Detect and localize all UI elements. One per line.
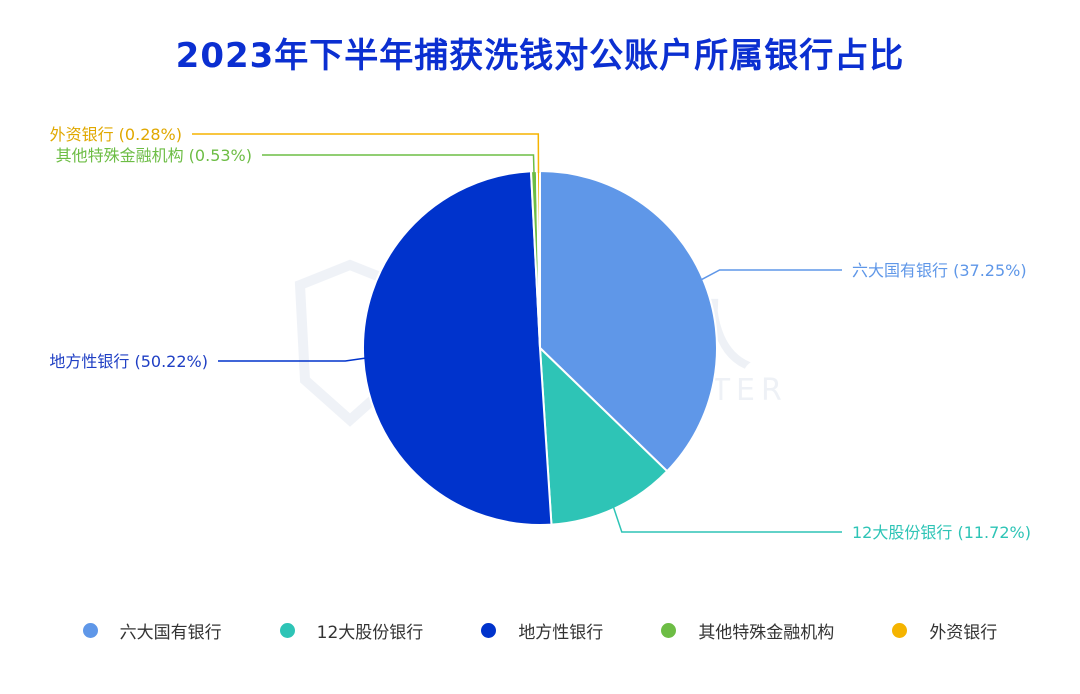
data-label-4: 外资银行 (0.28%) [50,125,182,144]
legend-marker-icon [892,623,908,638]
legend-item-1[interactable]: 12大股份银行 [279,618,424,643]
legend-item-4[interactable]: 外资银行 [892,618,997,643]
legend-marker-icon [82,623,98,638]
legend-label: 其他特殊金融机构 [698,623,835,643]
legend-label: 外资银行 [929,623,998,643]
legend-label: 地方性银行 [518,623,604,643]
data-label-1: 12大股份银行 (11.72%) [852,523,1031,542]
pie-slice-2 [362,170,553,527]
leader-line-0 [700,269,842,281]
legend-label: 六大国有银行 [119,623,222,643]
legend: 六大国有银行 12大股份银行 地方性银行 其他特殊金融机构 外资银行 [0,618,1080,643]
data-label-3: 其他特殊金融机构 (0.53%) [56,146,252,165]
leader-line-4 [192,133,540,174]
legend-marker-icon [279,623,295,638]
legend-item-3[interactable]: 其他特殊金融机构 [661,618,834,643]
legend-marker-icon [481,623,497,638]
legend-label: 12大股份银行 [316,623,424,643]
leader-line-1 [612,506,842,533]
legend-marker-icon [661,623,677,638]
chart-title: 2023年下半年捕获洗钱对公账户所属银行占比 [175,36,905,76]
legend-item-2[interactable]: 地方性银行 [481,618,603,643]
data-label-2: 地方性银行 (50.22%) [49,352,208,371]
legend-item-0[interactable]: 六大国有银行 [82,618,222,643]
data-label-0: 六大国有银行 (37.25%) [852,261,1027,280]
leader-line-2 [218,357,366,362]
leader-line-3 [262,154,535,174]
